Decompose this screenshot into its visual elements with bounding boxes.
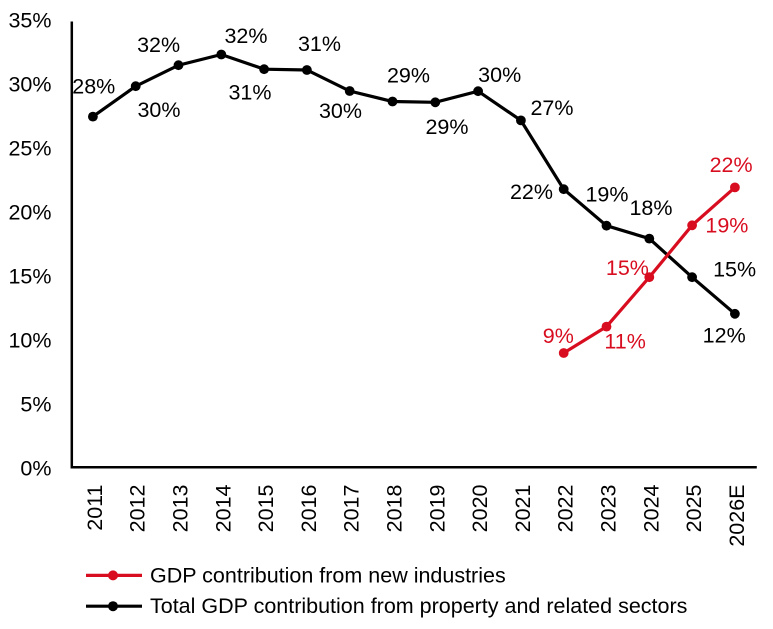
svg-text:19%: 19% <box>705 213 748 237</box>
svg-text:31%: 31% <box>228 80 271 104</box>
svg-text:2017: 2017 <box>340 485 364 533</box>
svg-text:2020: 2020 <box>468 484 492 532</box>
svg-text:22%: 22% <box>510 180 553 204</box>
svg-text:32%: 32% <box>224 24 267 48</box>
svg-text:11%: 11% <box>604 330 645 354</box>
svg-text:2023: 2023 <box>597 484 621 532</box>
svg-text:10%: 10% <box>8 329 51 353</box>
svg-text:2024: 2024 <box>639 484 663 532</box>
svg-text:30%: 30% <box>8 73 51 97</box>
svg-text:22%: 22% <box>710 153 753 177</box>
svg-text:5%: 5% <box>20 393 51 417</box>
svg-text:2011: 2011 <box>83 485 107 531</box>
svg-text:30%: 30% <box>319 99 362 123</box>
svg-text:2014: 2014 <box>211 484 235 532</box>
svg-text:2012: 2012 <box>126 485 150 533</box>
svg-text:2026E: 2026E <box>725 485 749 547</box>
svg-text:25%: 25% <box>8 137 51 161</box>
svg-text:31%: 31% <box>298 32 341 56</box>
svg-text:28%: 28% <box>72 75 115 99</box>
svg-text:19%: 19% <box>585 183 628 207</box>
svg-text:20%: 20% <box>8 201 51 225</box>
svg-text:29%: 29% <box>425 115 468 139</box>
svg-text:2025: 2025 <box>682 484 706 532</box>
svg-text:35%: 35% <box>8 9 51 33</box>
svg-text:2019: 2019 <box>425 485 449 533</box>
svg-text:27%: 27% <box>530 96 573 120</box>
svg-text:12%: 12% <box>703 323 746 347</box>
svg-text:15%: 15% <box>606 256 649 280</box>
svg-text:2016: 2016 <box>297 484 321 532</box>
svg-text:15%: 15% <box>713 258 756 282</box>
svg-text:18%: 18% <box>629 196 672 220</box>
svg-text:GDP contribution from new indu: GDP contribution from new industries <box>150 564 506 588</box>
svg-text:29%: 29% <box>387 64 430 88</box>
svg-text:2013: 2013 <box>169 484 193 532</box>
svg-text:2022: 2022 <box>554 485 578 533</box>
svg-text:30%: 30% <box>137 98 180 122</box>
svg-text:9%: 9% <box>543 324 574 348</box>
svg-text:15%: 15% <box>8 265 51 289</box>
svg-text:0%: 0% <box>20 457 51 481</box>
svg-text:30%: 30% <box>478 63 521 87</box>
svg-text:Total GDP contribution from pr: Total GDP contribution from property and… <box>150 594 687 618</box>
svg-text:32%: 32% <box>137 33 180 57</box>
svg-text:2015: 2015 <box>254 484 278 532</box>
svg-text:2018: 2018 <box>383 484 407 532</box>
svg-text:2021: 2021 <box>511 485 535 533</box>
